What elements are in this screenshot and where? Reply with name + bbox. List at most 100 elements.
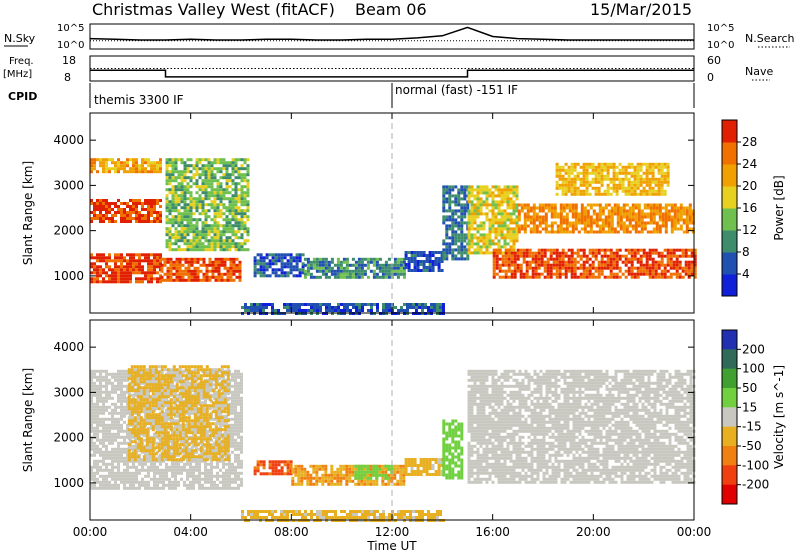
vel-cells-cell — [150, 456, 153, 460]
power-cells-cell — [485, 212, 489, 216]
power-cells-cell — [479, 203, 483, 207]
power-cells-cell — [271, 256, 275, 260]
power-cells-cell — [393, 266, 397, 270]
vel-cells-cell — [90, 441, 93, 445]
power-cells-cell — [621, 272, 625, 276]
power-cells-cell — [591, 186, 595, 190]
power-cells-cell — [175, 272, 179, 276]
power-cells-cell — [473, 221, 477, 225]
power-cells-cell — [184, 266, 188, 270]
vel-cells-cell — [93, 483, 96, 487]
vel-cells-cell — [126, 399, 129, 403]
power-cells-cell — [666, 180, 670, 184]
power-cells-cell — [454, 224, 458, 228]
power-cells-cell — [555, 168, 559, 172]
power-cells-cell — [90, 262, 93, 266]
power-cells-cell — [399, 269, 403, 273]
vel-cells-cell — [198, 402, 201, 406]
power-cells-cell — [591, 263, 595, 267]
nave-label: Nave — [745, 65, 773, 78]
power-cells-cell — [192, 167, 196, 171]
power-cells-cell — [319, 306, 322, 309]
power-cells-cell — [114, 271, 117, 275]
power-cells-cell — [537, 272, 541, 276]
power-cells-cell — [247, 309, 250, 312]
power-cells-cell — [485, 218, 489, 222]
power-cells-cell — [274, 262, 278, 266]
power-cells-cell — [237, 188, 241, 192]
power-cells-cell — [497, 191, 501, 195]
power-cells-cell — [559, 227, 563, 231]
power-cells-cell — [673, 206, 677, 210]
power-cells-cell — [195, 248, 199, 252]
power-cells-cell — [189, 248, 193, 252]
power-cells-cell — [202, 275, 206, 279]
vel-cells-cell — [111, 396, 114, 400]
power-cells-cell — [262, 265, 266, 269]
power-cells-cell — [549, 275, 553, 279]
power-cells-cell — [460, 233, 464, 237]
power-cells-cell — [422, 269, 426, 272]
power-cells-cell — [637, 215, 641, 219]
vel-cells-cell — [153, 474, 156, 478]
power-cells-cell — [198, 248, 202, 252]
power-cells-cell — [606, 174, 610, 178]
power-cells-cell — [90, 199, 93, 202]
vel-cells-cell — [102, 423, 105, 427]
vel-cells-cell — [126, 384, 129, 388]
power-cells-cell — [439, 306, 442, 309]
power-cells-cell — [153, 220, 156, 223]
power-cells-cell — [643, 203, 647, 207]
power-cells-cell — [546, 263, 550, 267]
power-cells-cell — [479, 248, 483, 252]
power-cells-cell — [693, 257, 697, 261]
vel-cells-cell — [162, 396, 165, 400]
power-cells-cell — [231, 227, 235, 231]
power-cells-cell — [235, 263, 239, 267]
power-cells-cell — [253, 309, 256, 312]
power-cells-cell — [463, 185, 467, 189]
power-cells-cell — [445, 209, 449, 213]
power-cells-cell — [495, 254, 499, 258]
power-cells-cell — [108, 277, 111, 281]
power-cells-cell — [204, 197, 208, 201]
power-cells-cell — [189, 227, 193, 231]
power-cells-cell — [129, 217, 132, 220]
vel-cells-cell — [156, 435, 159, 439]
power-cells-cell — [488, 242, 492, 246]
vel-cells-cell — [171, 441, 174, 445]
power-cells-cell — [156, 253, 159, 257]
power-cells-cell — [336, 266, 340, 270]
power-cells-cell — [135, 265, 138, 269]
power-cells-cell — [630, 186, 634, 190]
power-cells-cell — [555, 183, 559, 187]
power-cells-cell — [265, 306, 268, 309]
power-cells-cell — [693, 260, 697, 264]
power-cells-cell — [138, 202, 141, 205]
power-cells-cell — [253, 259, 257, 263]
power-cells-cell — [219, 194, 223, 198]
power-cells-cell — [672, 260, 676, 264]
power-cells-cell — [165, 188, 169, 192]
power-cells-cell — [186, 167, 190, 171]
power-cells-cell — [503, 197, 507, 201]
power-cells-cell — [510, 257, 514, 261]
power-cells-cell — [442, 309, 445, 312]
power-cells-cell — [598, 224, 602, 228]
power-cells-cell — [283, 303, 286, 306]
power-cells-cell — [96, 280, 99, 284]
vel-cells-cell — [114, 471, 117, 475]
power-cells-cell — [220, 263, 224, 267]
power-cells-cell — [510, 260, 514, 264]
vel-cells-cell — [162, 486, 165, 490]
power-cells-cell — [669, 275, 673, 279]
power-cells-cell — [168, 191, 172, 195]
power-cells-cell — [507, 269, 511, 273]
power-cells-cell — [207, 215, 211, 219]
power-cells-cell — [457, 200, 461, 204]
power-cells-cell — [637, 212, 641, 216]
power-cells-cell — [512, 203, 516, 207]
power-cells-cell — [213, 248, 217, 252]
power-cells-cell — [138, 199, 141, 202]
vel-cells-cell — [102, 462, 105, 466]
